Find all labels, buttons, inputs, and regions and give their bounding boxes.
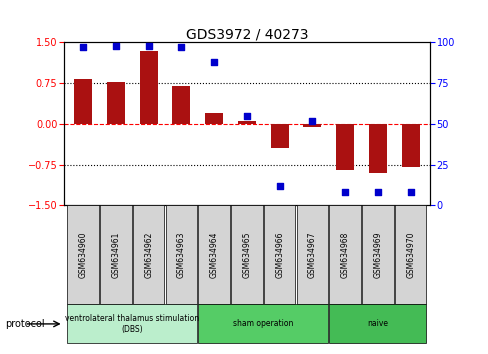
Point bbox=[112, 43, 120, 48]
Text: GSM634969: GSM634969 bbox=[373, 232, 382, 278]
Bar bbox=[264, 205, 295, 304]
Bar bbox=[67, 205, 99, 304]
Point bbox=[373, 189, 381, 195]
Bar bbox=[67, 304, 197, 343]
Bar bbox=[140, 51, 158, 124]
Point bbox=[144, 43, 152, 48]
Bar bbox=[165, 205, 197, 304]
Text: GSM634963: GSM634963 bbox=[177, 232, 185, 278]
Bar bbox=[231, 205, 262, 304]
Bar bbox=[107, 81, 125, 124]
Bar bbox=[362, 205, 393, 304]
Bar bbox=[401, 124, 419, 167]
Bar bbox=[198, 205, 229, 304]
Point bbox=[243, 113, 250, 119]
Text: GSM634960: GSM634960 bbox=[79, 232, 87, 278]
Text: protocol: protocol bbox=[5, 319, 44, 329]
Bar bbox=[133, 205, 164, 304]
Text: GSM634970: GSM634970 bbox=[406, 232, 414, 278]
Point bbox=[308, 118, 316, 124]
Point bbox=[210, 59, 218, 65]
Bar bbox=[198, 304, 327, 343]
Point bbox=[275, 183, 283, 189]
Text: GSM634961: GSM634961 bbox=[111, 232, 120, 278]
Point bbox=[177, 45, 185, 50]
Bar bbox=[74, 79, 92, 124]
Text: GSM634967: GSM634967 bbox=[307, 232, 316, 278]
Text: ventrolateral thalamus stimulation
(DBS): ventrolateral thalamus stimulation (DBS) bbox=[65, 314, 199, 333]
Text: GSM634962: GSM634962 bbox=[144, 232, 153, 278]
Bar bbox=[296, 205, 327, 304]
Text: GSM634965: GSM634965 bbox=[242, 232, 251, 278]
Text: sham operation: sham operation bbox=[233, 319, 293, 329]
Bar bbox=[303, 124, 321, 127]
Bar bbox=[335, 124, 353, 170]
Bar bbox=[329, 304, 426, 343]
Point bbox=[406, 189, 414, 195]
Title: GDS3972 / 40273: GDS3972 / 40273 bbox=[185, 27, 307, 41]
Point bbox=[341, 189, 348, 195]
Bar bbox=[368, 124, 386, 173]
Bar bbox=[329, 205, 360, 304]
Bar bbox=[394, 205, 426, 304]
Text: GSM634964: GSM634964 bbox=[209, 232, 218, 278]
Point bbox=[79, 45, 87, 50]
Bar bbox=[270, 124, 288, 148]
Bar bbox=[238, 121, 255, 124]
Text: GSM634968: GSM634968 bbox=[340, 232, 349, 278]
Bar bbox=[100, 205, 131, 304]
Bar bbox=[205, 113, 223, 124]
Text: GSM634966: GSM634966 bbox=[275, 232, 284, 278]
Text: naive: naive bbox=[366, 319, 387, 329]
Bar bbox=[172, 86, 190, 124]
